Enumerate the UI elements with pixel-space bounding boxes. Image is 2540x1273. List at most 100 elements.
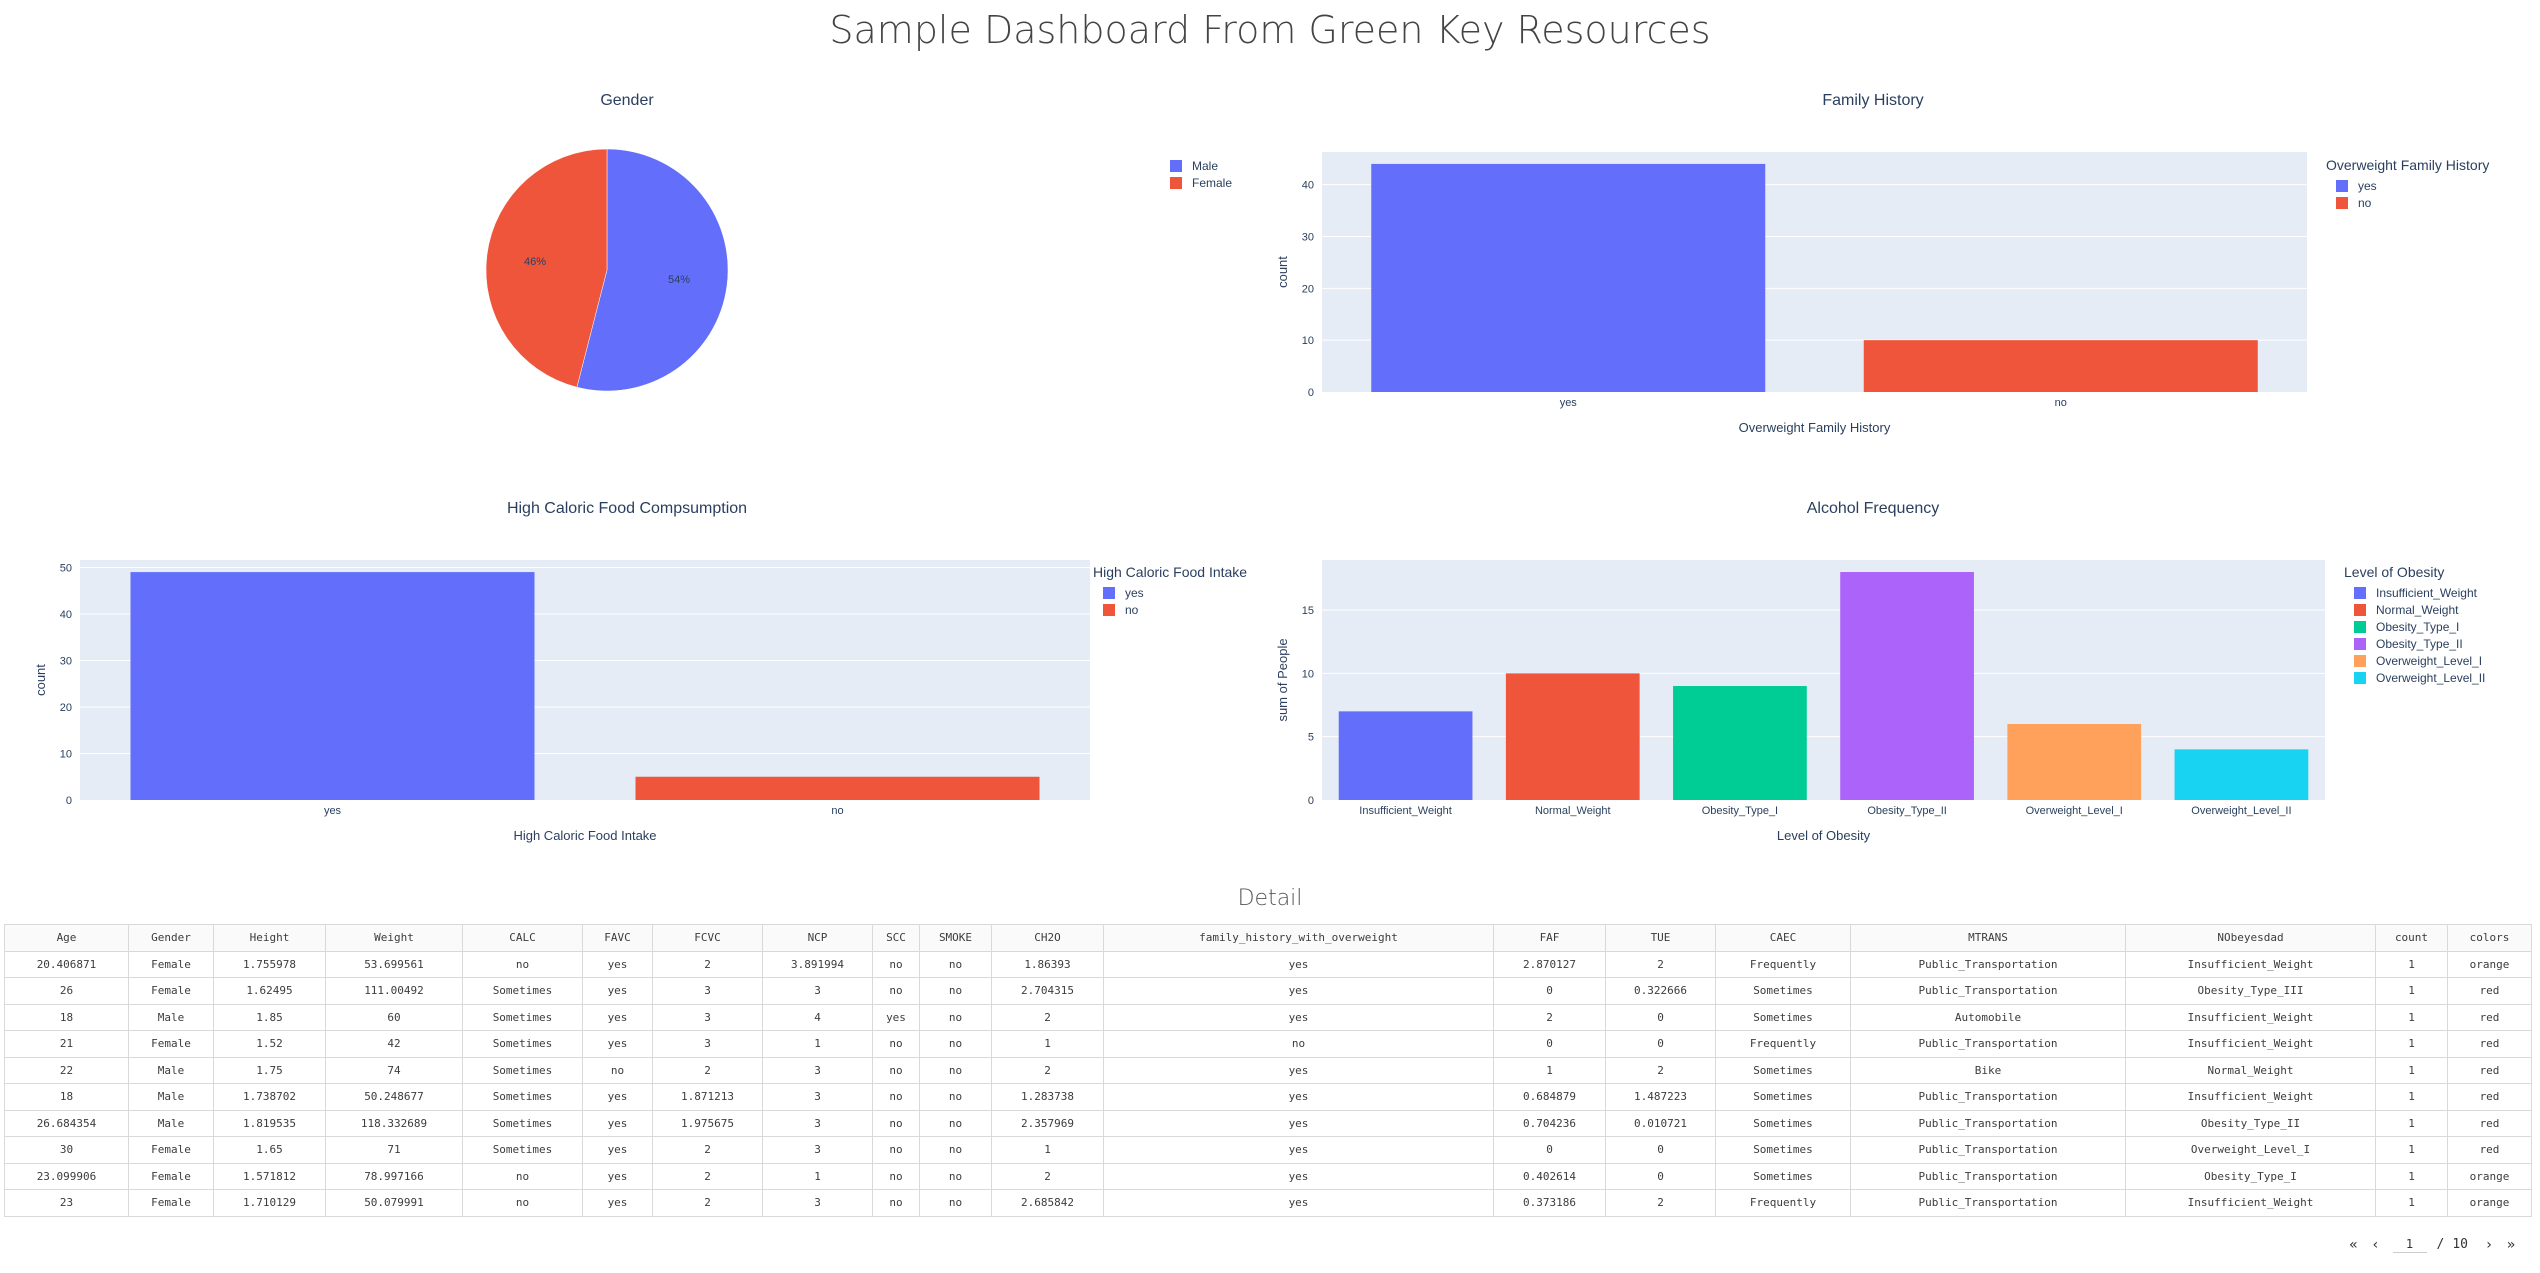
table-cell[interactable]: 1.975675	[652, 1109, 763, 1137]
table-cell[interactable]: yes	[872, 1003, 920, 1031]
table-cell[interactable]: no	[919, 950, 992, 978]
table-cell[interactable]: yes	[1103, 1056, 1494, 1084]
table-cell[interactable]: Sometimes	[462, 977, 583, 1005]
table-cell[interactable]: Insufficient_Weight	[2125, 1003, 2376, 1031]
table-cell[interactable]: no	[919, 1056, 992, 1084]
table-cell[interactable]: 1.75	[213, 1056, 326, 1084]
table-cell[interactable]: Sometimes	[1715, 1056, 1851, 1084]
table-cell[interactable]: 1.487223	[1605, 1083, 1716, 1111]
table-cell[interactable]: red	[2447, 1030, 2532, 1058]
table-cell[interactable]: 1.283738	[991, 1083, 1104, 1111]
table-cell[interactable]: yes	[582, 1136, 653, 1164]
table-cell[interactable]: yes	[1103, 1083, 1494, 1111]
column-header-ncp[interactable]: NCP	[762, 924, 873, 952]
table-cell[interactable]: 111.00492	[325, 977, 463, 1005]
table-cell[interactable]: 1	[2375, 950, 2448, 978]
table-cell[interactable]: 1	[1493, 1056, 1606, 1084]
table-cell[interactable]: 2	[1493, 1003, 1606, 1031]
previous-page-button[interactable]: ‹	[2371, 1236, 2380, 1253]
table-cell[interactable]: 78.997166	[325, 1162, 463, 1190]
table-cell[interactable]: red	[2447, 1136, 2532, 1164]
table-cell[interactable]: Bike	[1850, 1056, 2126, 1084]
table-cell[interactable]: 2	[652, 1136, 763, 1164]
table-cell[interactable]: Insufficient_Weight	[2125, 1083, 2376, 1111]
table-cell[interactable]: 1	[2375, 1003, 2448, 1031]
table-cell[interactable]: Sometimes	[1715, 1162, 1851, 1190]
alcohol-legend-item-obesity-type-ii[interactable]: Obesity_Type_II	[2344, 635, 2485, 652]
column-header-nobeyesdad[interactable]: NObeyesdad	[2125, 924, 2376, 952]
table-cell[interactable]: 1.85	[213, 1003, 326, 1031]
table-cell[interactable]: 60	[325, 1003, 463, 1031]
table-cell[interactable]: Obesity_Type_II	[2125, 1109, 2376, 1137]
table-cell[interactable]: 1.710129	[213, 1189, 326, 1217]
table-cell[interactable]: Female	[128, 1136, 214, 1164]
table-cell[interactable]: no	[872, 1109, 920, 1137]
table-cell[interactable]: no	[462, 1189, 583, 1217]
bar-no[interactable]	[635, 776, 1040, 800]
table-cell[interactable]: yes	[582, 1083, 653, 1111]
table-cell[interactable]: Male	[128, 1003, 214, 1031]
page-number-input[interactable]	[2392, 1236, 2427, 1253]
table-cell[interactable]: 0	[1493, 1030, 1606, 1058]
table-cell[interactable]: 4	[762, 1003, 873, 1031]
table-cell[interactable]: 0	[1605, 1003, 1716, 1031]
table-cell[interactable]: Sometimes	[462, 1030, 583, 1058]
table-cell[interactable]: Insufficient_Weight	[2125, 950, 2376, 978]
table-cell[interactable]: yes	[582, 977, 653, 1005]
column-header-weight[interactable]: Weight	[325, 924, 463, 952]
gender-legend-item-female[interactable]: Female	[1170, 174, 1232, 191]
caloric-legend-item-yes[interactable]: yes	[1093, 584, 1247, 601]
table-cell[interactable]: no	[872, 1056, 920, 1084]
table-cell[interactable]: 2	[991, 1056, 1104, 1084]
table-cell[interactable]: 23.099906	[4, 1162, 129, 1190]
table-cell[interactable]: 1.819535	[213, 1109, 326, 1137]
table-cell[interactable]: 2	[652, 950, 763, 978]
bar-yes[interactable]	[130, 572, 535, 800]
table-cell[interactable]: no	[919, 1109, 992, 1137]
table-cell[interactable]: 0	[1605, 1030, 1716, 1058]
table-cell[interactable]: Public_Transportation	[1850, 1189, 2126, 1217]
table-cell[interactable]: 0.322666	[1605, 977, 1716, 1005]
table-cell[interactable]: 2	[652, 1056, 763, 1084]
table-cell[interactable]: 1	[2375, 977, 2448, 1005]
table-cell[interactable]: 1.571812	[213, 1162, 326, 1190]
bar-overweight-level-ii[interactable]	[2174, 749, 2309, 800]
table-cell[interactable]: no	[919, 1189, 992, 1217]
table-cell[interactable]: Female	[128, 950, 214, 978]
table-cell[interactable]: yes	[582, 1162, 653, 1190]
table-cell[interactable]: 2	[991, 1162, 1104, 1190]
table-cell[interactable]: 26.684354	[4, 1109, 129, 1137]
table-cell[interactable]: yes	[1103, 1136, 1494, 1164]
next-page-button[interactable]: ›	[2484, 1236, 2494, 1253]
table-cell[interactable]: 3	[762, 1136, 873, 1164]
table-cell[interactable]: yes	[1103, 950, 1494, 978]
table-cell[interactable]: 42	[325, 1030, 463, 1058]
table-cell[interactable]: red	[2447, 1003, 2532, 1031]
column-header-mtrans[interactable]: MTRANS	[1850, 924, 2126, 952]
table-cell[interactable]: red	[2447, 1083, 2532, 1111]
table-cell[interactable]: 20.406871	[4, 950, 129, 978]
table-cell[interactable]: 53.699561	[325, 950, 463, 978]
pie-slice-male[interactable]	[576, 148, 729, 392]
table-cell[interactable]: no	[919, 1003, 992, 1031]
column-header-calc[interactable]: CALC	[462, 924, 583, 952]
table-cell[interactable]: no	[462, 1162, 583, 1190]
table-cell[interactable]: 2.704315	[991, 977, 1104, 1005]
table-cell[interactable]: Sometimes	[1715, 1003, 1851, 1031]
table-cell[interactable]: Normal_Weight	[2125, 1056, 2376, 1084]
bar-normal-weight[interactable]	[1505, 673, 1640, 800]
table-cell[interactable]: 1	[2375, 1189, 2448, 1217]
table-cell[interactable]: no	[872, 1083, 920, 1111]
table-cell[interactable]: orange	[2447, 950, 2532, 978]
table-cell[interactable]: yes	[1103, 1162, 1494, 1190]
caloric-legend-item-no[interactable]: no	[1093, 601, 1247, 618]
column-header-faf[interactable]: FAF	[1493, 924, 1606, 952]
table-cell[interactable]: Frequently	[1715, 1030, 1851, 1058]
bar-insufficient-weight[interactable]	[1338, 711, 1473, 800]
table-cell[interactable]: Male	[128, 1056, 214, 1084]
column-header-smoke[interactable]: SMOKE	[919, 924, 992, 952]
table-cell[interactable]: 50.079991	[325, 1189, 463, 1217]
table-cell[interactable]: 0	[1605, 1162, 1716, 1190]
table-cell[interactable]: orange	[2447, 1189, 2532, 1217]
table-cell[interactable]: Public_Transportation	[1850, 1136, 2126, 1164]
